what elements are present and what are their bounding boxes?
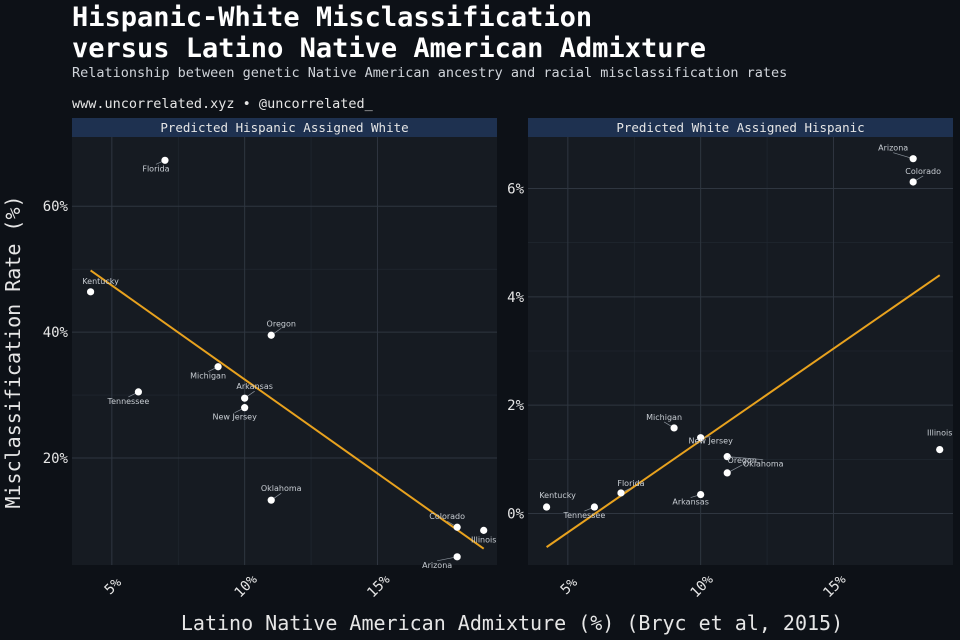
data-point bbox=[86, 288, 95, 296]
chart-subtitle: Relationship between genetic Native Amer… bbox=[72, 65, 788, 81]
point-label: Arizona bbox=[878, 144, 908, 153]
point-label: New Jersey bbox=[688, 437, 733, 446]
data-point bbox=[241, 394, 249, 402]
chart-title: Hispanic-White Misclassification versus … bbox=[72, 2, 706, 64]
point-label: Arkansas bbox=[236, 382, 272, 391]
x-tick-label: 15% bbox=[820, 571, 850, 601]
point-label: Florida bbox=[142, 164, 169, 173]
data-point bbox=[697, 434, 705, 442]
data-point bbox=[590, 503, 599, 511]
point-label: Kentucky bbox=[82, 277, 119, 286]
data-point bbox=[267, 331, 275, 339]
y-tick-label: 60% bbox=[43, 199, 69, 215]
trend-line bbox=[546, 274, 941, 548]
data-point bbox=[542, 503, 551, 511]
y-tick-label: 2% bbox=[507, 398, 524, 414]
point-label: Oklahoma bbox=[743, 460, 784, 469]
data-point bbox=[936, 446, 944, 454]
data-point bbox=[453, 553, 461, 561]
point-label: Oklahoma bbox=[261, 484, 302, 493]
trend-line bbox=[90, 269, 485, 550]
x-tick-label: 15% bbox=[364, 571, 394, 601]
data-point bbox=[723, 469, 731, 477]
point-label: Colorado bbox=[905, 167, 941, 176]
point-label: New Jersey bbox=[212, 413, 257, 422]
y-axis-title: Misclassification Rate (%) bbox=[1, 195, 25, 508]
data-point bbox=[134, 388, 143, 396]
chart-title-line-1: Hispanic-White Misclassification bbox=[72, 2, 593, 33]
chart-panel-1: Predicted Hispanic Assigned White 5% 10% 15… bbox=[43, 118, 497, 601]
data-point bbox=[214, 363, 222, 371]
x-tick-label: 5% bbox=[102, 574, 126, 598]
chart-panel-2: Predicted White Assigned Hispanic 5% 10% 15… bbox=[507, 118, 953, 601]
point-label: Tennessee bbox=[107, 397, 150, 406]
x-tick-label: 10% bbox=[687, 571, 717, 601]
point-label: Tennessee bbox=[563, 511, 606, 520]
point-label: Arizona bbox=[422, 561, 452, 570]
source-credit: www.uncorrelated.xyz • @uncorrelated_ bbox=[72, 96, 373, 112]
y-tick-label: 20% bbox=[43, 451, 69, 467]
x-tick-label: 10% bbox=[231, 571, 261, 601]
panel-title: Predicted Hispanic Assigned White bbox=[160, 120, 408, 135]
data-point bbox=[723, 453, 731, 461]
chart-title-line-2: versus Latino Native American Admixture bbox=[72, 33, 706, 64]
point-label: Oregon bbox=[728, 456, 757, 465]
data-point bbox=[617, 489, 625, 497]
point-label: Colorado bbox=[429, 512, 465, 521]
data-point bbox=[267, 496, 275, 504]
point-label: Florida bbox=[617, 479, 644, 488]
data-point bbox=[453, 523, 461, 531]
panel-strip bbox=[528, 118, 953, 137]
y-tick-label: 6% bbox=[507, 181, 524, 197]
panel-background bbox=[72, 137, 497, 565]
data-point bbox=[480, 526, 488, 534]
y-tick-label: 4% bbox=[507, 290, 524, 306]
point-label: Illinois bbox=[927, 429, 952, 438]
point-label: Arkansas bbox=[672, 498, 708, 507]
point-label: Michigan bbox=[190, 372, 226, 381]
panel-strip bbox=[72, 118, 497, 137]
point-label: Michigan bbox=[646, 413, 682, 422]
panel-title: Predicted White Assigned Hispanic bbox=[616, 120, 864, 135]
label-leader bbox=[727, 456, 764, 460]
x-axis-title: Latino Native American Admixture (%) (Br… bbox=[181, 611, 843, 635]
data-point bbox=[161, 156, 169, 164]
y-tick-label: 40% bbox=[43, 325, 69, 341]
data-point bbox=[241, 404, 249, 412]
data-point bbox=[909, 178, 917, 186]
data-point bbox=[670, 424, 678, 432]
y-tick-label: 0% bbox=[507, 507, 524, 523]
point-label: Kentucky bbox=[539, 491, 576, 500]
x-tick-label: 5% bbox=[558, 574, 582, 598]
point-label: Oregon bbox=[267, 319, 296, 328]
data-point bbox=[909, 155, 917, 163]
point-label: Illinois bbox=[471, 535, 496, 544]
data-point bbox=[697, 490, 705, 499]
